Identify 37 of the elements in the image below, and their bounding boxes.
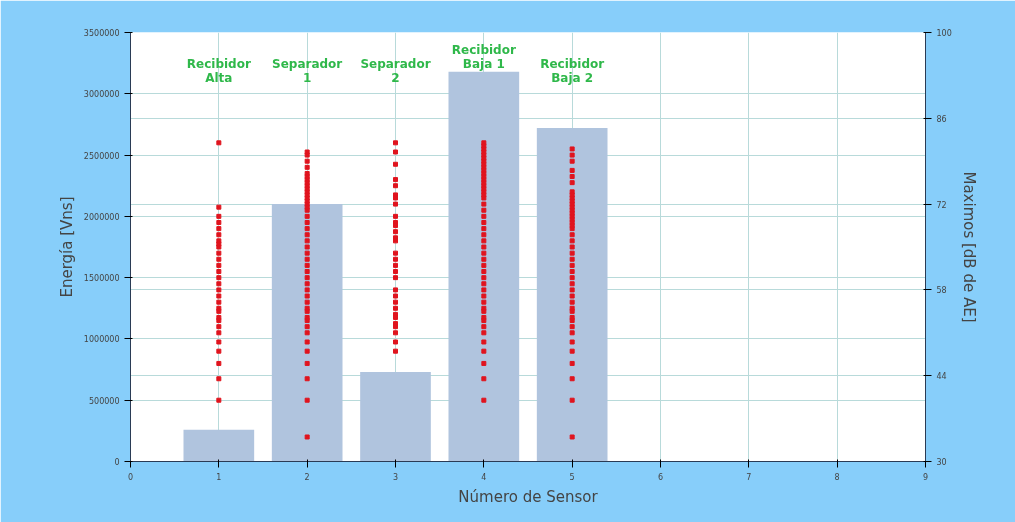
y2-tick-label: 44 xyxy=(936,372,947,382)
x-tick-label: 8 xyxy=(834,472,840,482)
y-tick-label: 3000000 xyxy=(83,90,120,100)
bar xyxy=(271,204,343,462)
x-tick-label: 9 xyxy=(922,472,929,482)
y2-tick-label: 86 xyxy=(936,114,947,124)
bar xyxy=(183,429,255,462)
annotation: Separador 2 xyxy=(360,57,431,86)
y-tick-label: 3500000 xyxy=(83,29,120,38)
annotation: Recibidor Alta xyxy=(186,57,251,86)
y-tick-label: 500000 xyxy=(88,396,120,406)
y2-tick-label: 100 xyxy=(936,29,952,38)
y-tick-label: 1000000 xyxy=(83,335,120,345)
y-axis-title: Energía [Vns] xyxy=(57,196,76,298)
y-tick-label: 2500000 xyxy=(83,151,120,161)
y2-tick-label: 72 xyxy=(936,200,947,210)
annotation: Recibidor Baja 2 xyxy=(540,57,605,86)
x-tick-label: 6 xyxy=(657,472,664,482)
bar xyxy=(536,128,608,462)
bar xyxy=(360,372,431,462)
x-tick-label: 0 xyxy=(127,472,134,482)
y-tick-label: 1500000 xyxy=(83,274,120,284)
y2-tick-label: 30 xyxy=(936,458,947,467)
annotation: Recibidor Baja 1 xyxy=(451,42,516,71)
x-tick-label: 5 xyxy=(569,472,575,482)
y-tick-label: 2000000 xyxy=(83,212,120,222)
x-tick-label: 4 xyxy=(481,472,487,482)
bar xyxy=(448,71,520,462)
annotation: Separador 1 xyxy=(272,57,343,86)
y2-axis-title: Maximos [dB de AE] xyxy=(959,171,978,323)
y-tick-label: 0 xyxy=(114,458,120,467)
x-tick-label: 1 xyxy=(216,472,222,482)
y2-tick-label: 58 xyxy=(936,286,947,296)
x-axis-title: Número de Sensor xyxy=(458,487,599,506)
x-tick-label: 7 xyxy=(746,472,752,482)
x-tick-label: 3 xyxy=(392,472,399,482)
x-tick-label: 2 xyxy=(304,472,310,482)
